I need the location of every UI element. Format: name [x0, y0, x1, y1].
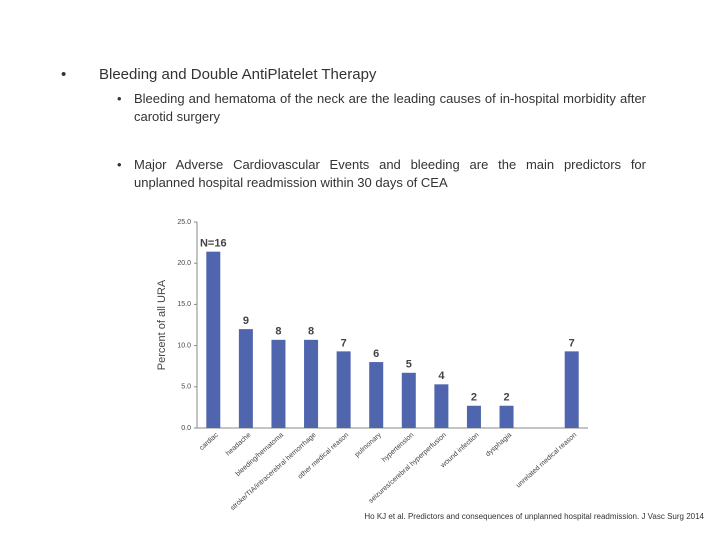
x-tick-label: hypertension: [381, 432, 416, 464]
count-label: 4: [438, 370, 445, 382]
x-tick-label: pulmonary: [354, 431, 383, 458]
count-label: 7: [341, 337, 347, 349]
bar: [369, 362, 384, 428]
citation: Ho KJ et al. Predictors and consequences…: [364, 512, 704, 521]
bar: [499, 405, 514, 428]
x-tick-label: dysphagia: [485, 432, 513, 459]
x-tick-label: unrelated medical reason: [515, 432, 578, 490]
count-label: 8: [308, 326, 314, 338]
count-label: N=16: [200, 238, 227, 250]
bar: [466, 405, 481, 428]
count-label: 2: [471, 392, 477, 404]
bar: [336, 351, 351, 428]
y-axis-label: Percent of all URA: [156, 279, 168, 370]
bar: [304, 339, 319, 428]
count-label: 7: [569, 337, 575, 349]
y-tick-label: 25.0: [177, 219, 191, 226]
count-label: 8: [275, 326, 281, 338]
sub-bullet: Bleeding and hematoma of the neck are th…: [117, 90, 646, 126]
bar: [564, 351, 579, 428]
count-label: 9: [243, 315, 249, 327]
y-tick-label: 20.0: [177, 260, 191, 267]
sub-bullet: Major Adverse Cardiovascular Events and …: [117, 156, 646, 192]
y-tick-label: 5.0: [181, 384, 191, 391]
bar: [206, 251, 221, 428]
x-tick-label: cardiac: [198, 431, 220, 452]
count-label: 5: [406, 359, 412, 371]
bullet: Bleeding and Double AntiPlatelet Therapy: [61, 66, 376, 83]
y-tick-label: 10.0: [177, 342, 191, 349]
bar: [434, 384, 449, 428]
bar: [238, 329, 253, 428]
count-label: 2: [503, 392, 509, 404]
bar: [271, 339, 286, 428]
x-tick-label: headache: [225, 432, 253, 458]
count-label: 6: [373, 348, 379, 360]
y-tick-label: 0.0: [181, 425, 191, 432]
y-tick-label: 15.0: [177, 301, 191, 308]
bar: [401, 372, 416, 428]
